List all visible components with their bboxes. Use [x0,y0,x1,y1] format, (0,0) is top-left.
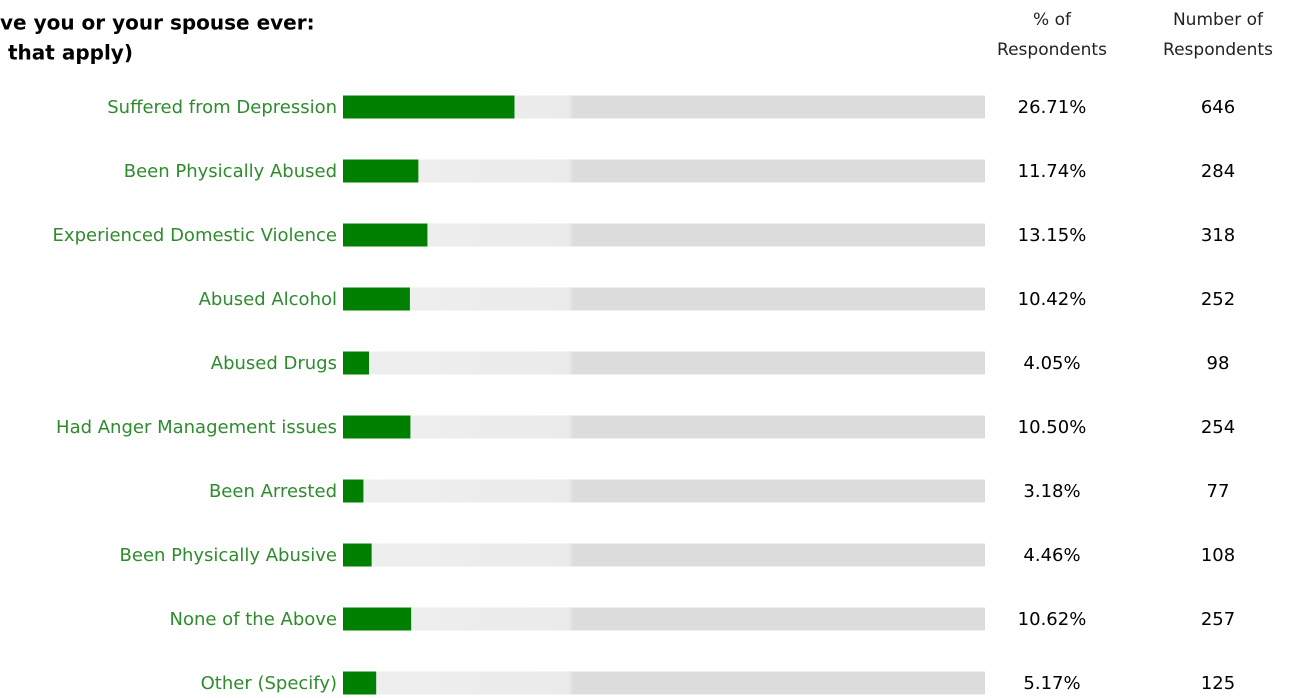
bar [343,543,372,567]
chart-title: that apply) [8,41,133,65]
percent-label: 3.18% [1023,481,1080,502]
count-label: 77 [1207,481,1230,502]
percent-label: 5.17% [1023,673,1080,694]
bar-track [343,607,985,631]
category-label: None of the Above [170,609,338,630]
percent-label: 4.05% [1023,353,1080,374]
bar [343,351,370,375]
count-label: 98 [1207,353,1230,374]
count-label: 284 [1201,161,1235,182]
bar [343,607,412,631]
bar-track [343,671,985,695]
bar [343,159,419,183]
bar-track [343,287,985,311]
category-label: Abused Drugs [211,353,337,374]
percent-label: 10.42% [1018,289,1087,310]
column-header: Number of [1173,10,1264,30]
bar-track [343,415,985,439]
category-label: Abused Alcohol [199,289,337,310]
percent-label: 4.46% [1023,545,1080,566]
category-label: Other (Specify) [201,673,337,694]
bar [343,95,515,119]
bar [343,671,377,695]
bar-track [343,351,985,375]
count-label: 646 [1201,97,1235,118]
count-label: 252 [1201,289,1235,310]
category-label: Suffered from Depression [107,97,337,118]
bar [343,415,411,439]
category-label: Been Physically Abused [124,161,337,182]
percent-label: 10.62% [1018,609,1087,630]
percent-label: 10.50% [1018,417,1087,438]
category-label: Been Physically Abusive [120,545,337,566]
count-label: 254 [1201,417,1235,438]
column-header: Respondents [997,40,1107,60]
percent-label: 26.71% [1018,97,1087,118]
bar [343,287,410,311]
category-label: Been Arrested [209,481,337,502]
category-label: Experienced Domestic Violence [53,225,337,246]
bar-track [343,223,985,247]
category-label: Had Anger Management issues [56,417,337,438]
percent-label: 13.15% [1018,225,1087,246]
count-label: 318 [1201,225,1235,246]
column-header: % of [1033,10,1072,30]
count-label: 257 [1201,609,1235,630]
count-label: 108 [1201,545,1235,566]
column-header: Respondents [1163,40,1273,60]
count-label: 125 [1201,673,1235,694]
bar-track [343,479,985,503]
bar-track [343,543,985,567]
bar [343,479,364,503]
bar-track [343,159,985,183]
bar [343,223,428,247]
chart-title: ve you or your spouse ever: [0,11,315,35]
percent-label: 11.74% [1018,161,1087,182]
